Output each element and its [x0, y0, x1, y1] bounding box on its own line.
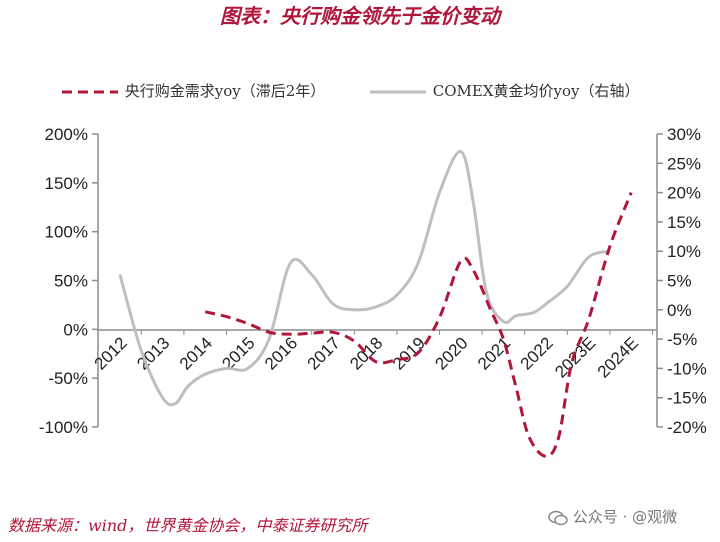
- legend-swatch-solid: [370, 90, 426, 94]
- right-axis-tick-label: 30%: [667, 125, 701, 144]
- x-axis-tick-label: 2017: [304, 333, 344, 373]
- x-axis-tick-label: 2019: [389, 333, 429, 373]
- legend-label-central-bank: 央行购金需求yoy（滞后2年）: [124, 82, 326, 100]
- left-axis-tick-label: 200%: [45, 125, 88, 144]
- left-axis-tick-label: -100%: [39, 418, 88, 437]
- x-axis-tick-label: 2023E: [551, 333, 599, 381]
- right-axis-tick-label: 5%: [667, 272, 692, 291]
- chart-title: 图表：央行购金领先于金价变动: [220, 4, 500, 28]
- legend-item-comex: COMEX黄金均价yoy（右轴）: [368, 80, 640, 101]
- legend: 央行购金需求yoy（滞后2年） COMEX黄金均价yoy（右轴）: [60, 80, 700, 102]
- series-line-comex: [118, 150, 611, 407]
- left-axis-tick-label: 100%: [45, 223, 88, 242]
- right-axis-tick-label: -5%: [667, 330, 697, 349]
- right-axis-tick-label: 0%: [667, 301, 692, 320]
- left-axis-tick-label: 50%: [54, 272, 88, 291]
- series-line-central-bank: [204, 192, 633, 458]
- x-axis-tick-label: 2013: [133, 333, 173, 373]
- x-axis-tick-label: 2012: [91, 333, 131, 373]
- right-axis-tick-label: -15%: [667, 389, 707, 408]
- wechat-icon: [548, 510, 568, 525]
- right-axis-tick-label: 10%: [667, 242, 701, 261]
- left-axis-tick-label: 150%: [45, 174, 88, 193]
- legend-swatch-dashed: [62, 90, 118, 94]
- right-axis-tick-label: 15%: [667, 213, 701, 232]
- watermark-text: 公众号 · @观微: [572, 508, 678, 526]
- right-axis-tick-label: -10%: [667, 359, 707, 378]
- source-note: 数据来源：wind，世界黄金协会，中泰证券研究所: [8, 516, 368, 535]
- legend-label-comex: COMEX黄金均价yoy（右轴）: [432, 82, 640, 100]
- left-axis-tick-label: -50%: [48, 369, 88, 388]
- right-axis-tick-label: -20%: [667, 418, 707, 437]
- right-axis-tick-label: 20%: [667, 184, 701, 203]
- x-axis-tick-label: 2014: [176, 333, 216, 373]
- legend-item-central-bank: 央行购金需求yoy（滞后2年）: [60, 80, 325, 101]
- left-axis-tick-label: 0%: [63, 320, 88, 339]
- x-axis-tick-label: 2020: [431, 333, 471, 373]
- x-axis-tick-label: 2016: [261, 333, 301, 373]
- x-axis-tick-label: 2024E: [594, 333, 642, 381]
- right-axis-tick-label: 25%: [667, 154, 701, 173]
- watermark: 公众号 · @观微: [548, 506, 677, 527]
